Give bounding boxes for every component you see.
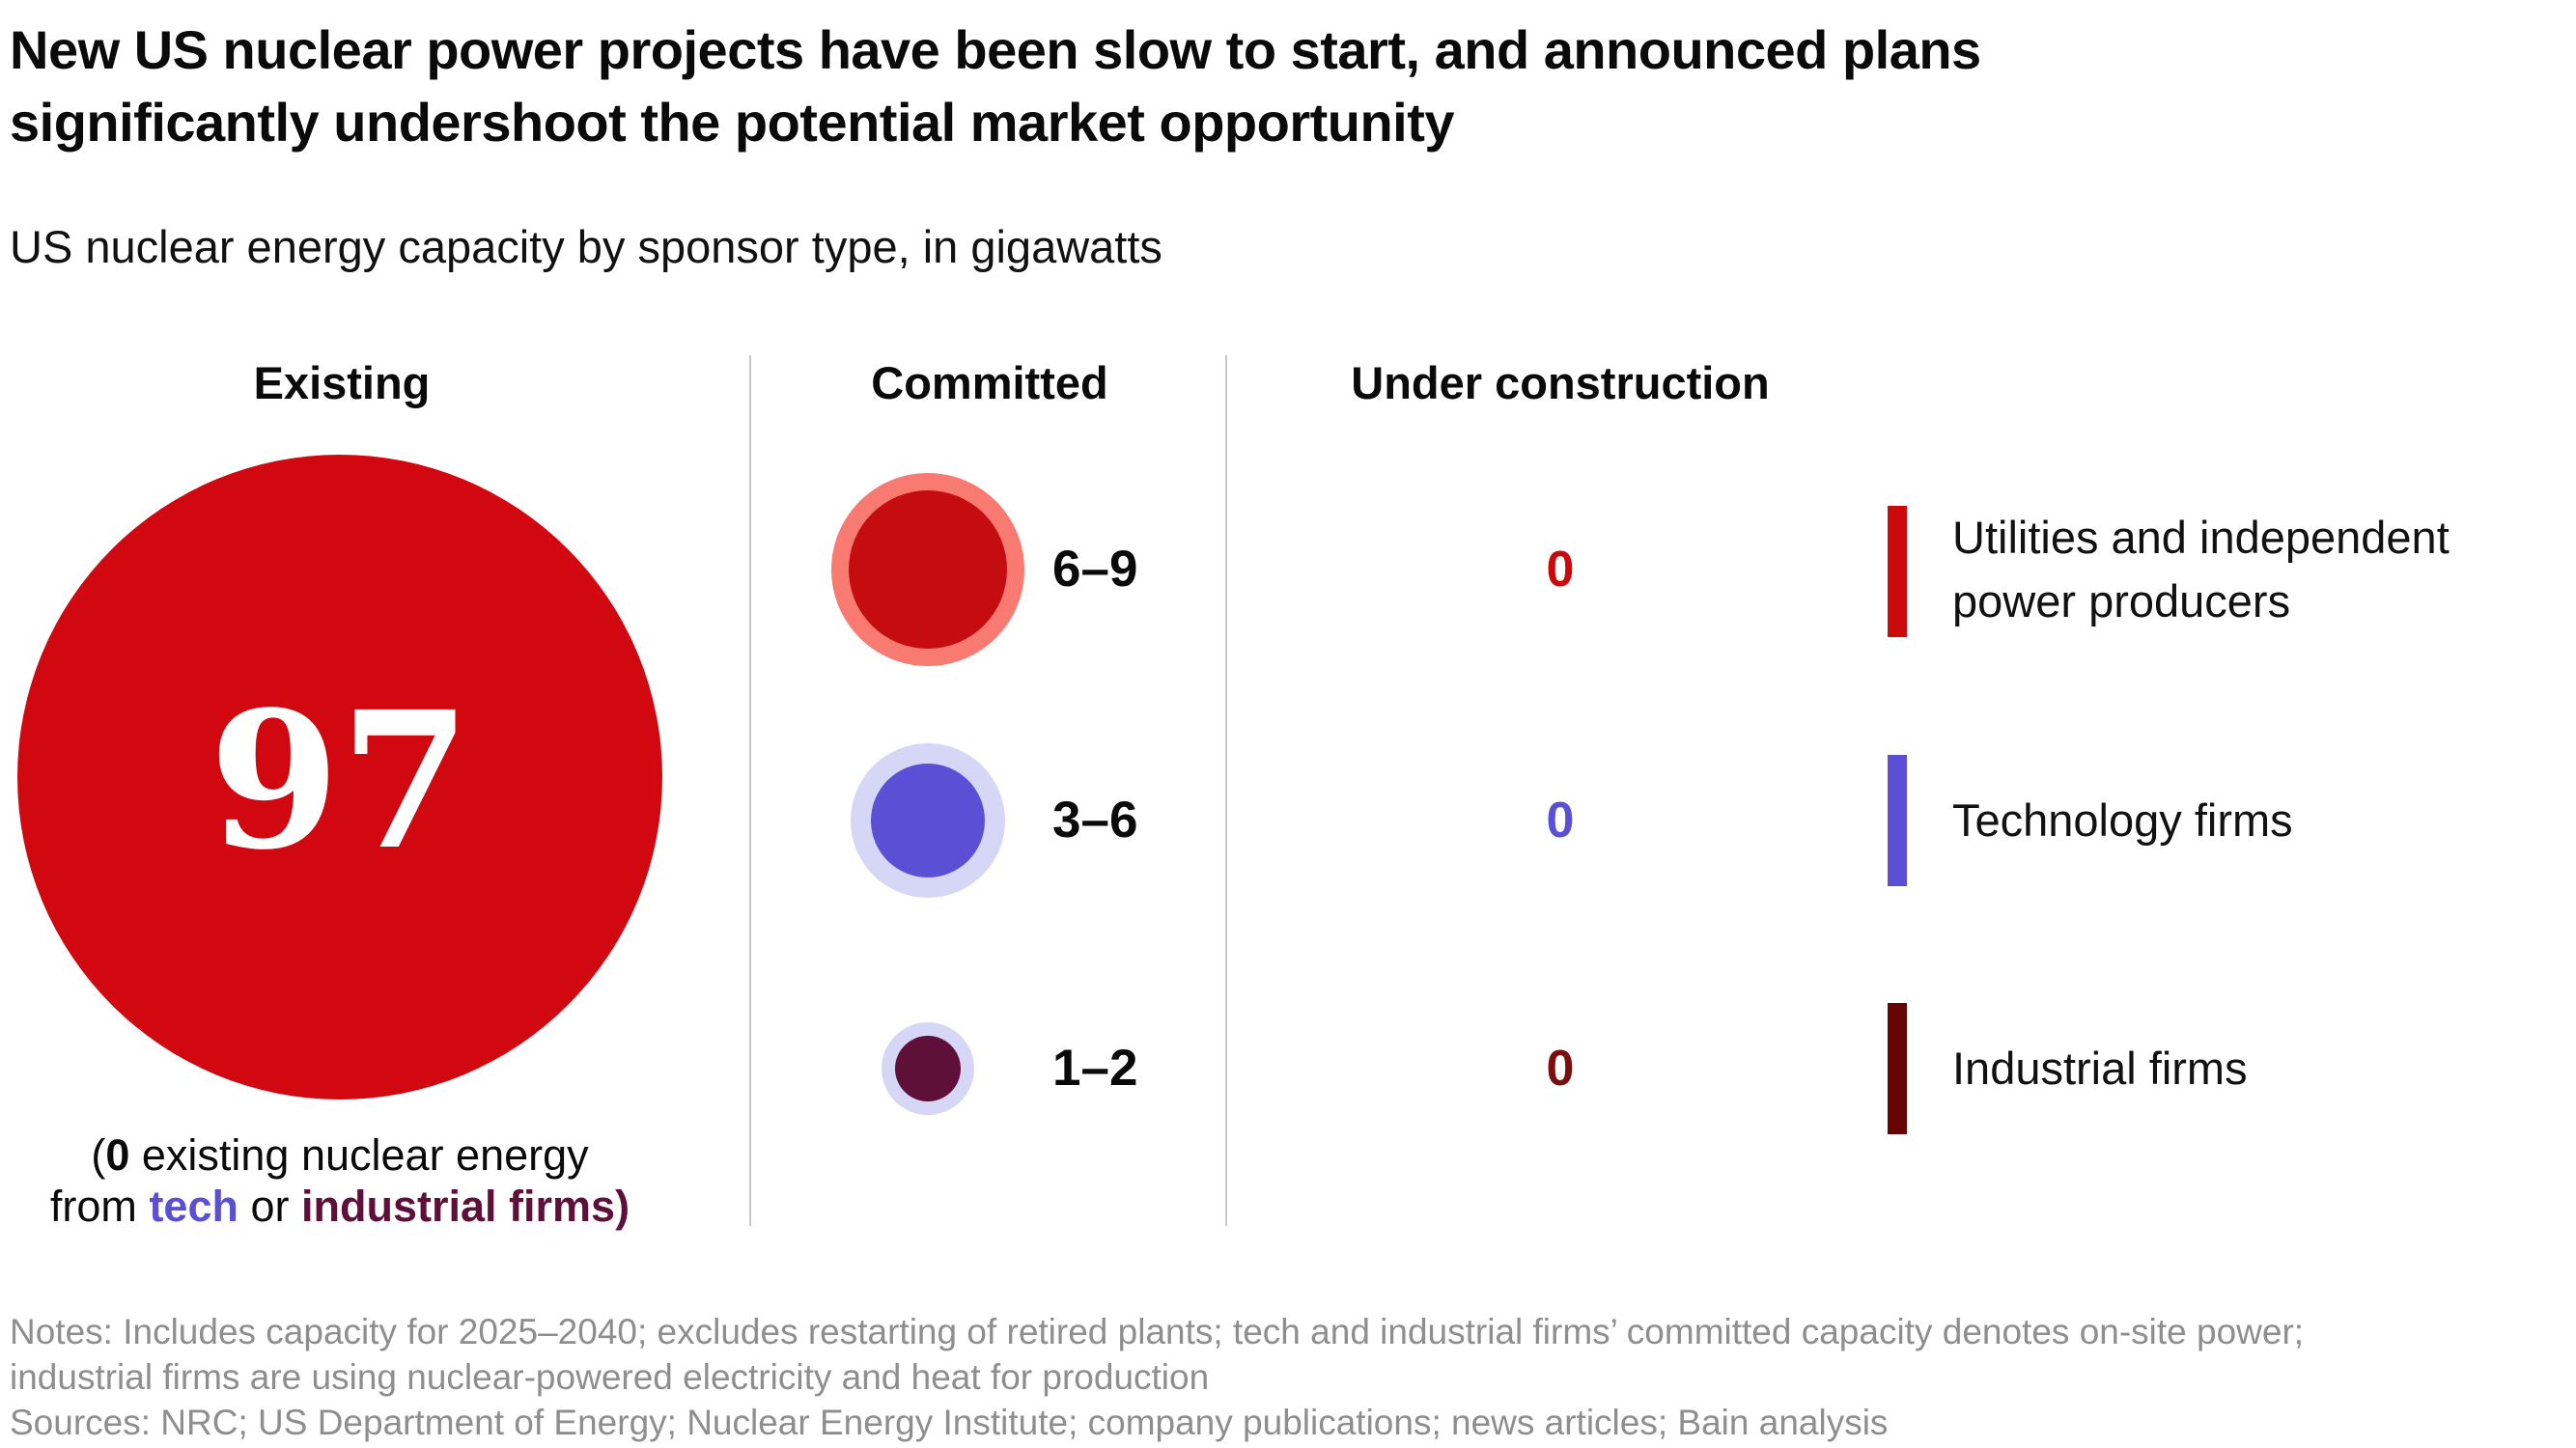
column-header-under-construction: Under construction (1351, 357, 1770, 408)
committed-bubble-industrial-core (895, 1036, 961, 1101)
caption-zero: 0 (105, 1130, 130, 1180)
legend-label-utilities: Utilities and independent power producer… (1952, 512, 2450, 627)
chart-title: New US nuclear power projects have been … (10, 14, 2481, 158)
notes-line2: industrial firms are using nuclear-power… (10, 1357, 1210, 1397)
legend-marker-utilities (1888, 506, 1907, 637)
under-construction-value-industrial: 0 (1546, 1041, 1575, 1097)
committed-value-utilities: 6–9 (1052, 541, 1138, 598)
committed-bubble-industrial (882, 1022, 974, 1115)
chart-subtitle: US nuclear energy capacity by sponsor ty… (10, 221, 1162, 272)
notes-line1: Notes: Includes capacity for 2025–2040; … (10, 1312, 2305, 1351)
existing-caption-line2: from tech or industrial firms) (2, 1181, 678, 1232)
caption-line1-rest: existing nuclear energy (129, 1130, 589, 1180)
existing-caption: (0 existing nuclear energy from tech or … (2, 1129, 678, 1232)
footer-notes: Notes: Includes capacity for 2025–2040; … (10, 1309, 2559, 1445)
legend-marker-industrial (1888, 1003, 1907, 1134)
existing-value: 97 (209, 669, 471, 891)
column-header-existing: Existing (253, 357, 431, 408)
under-construction-value-utilities: 0 (1546, 542, 1575, 598)
legend-label-industrial: Industrial firms (1952, 1043, 2248, 1094)
existing-caption-line1: (0 existing nuclear energy (2, 1129, 678, 1181)
chart-title-line1: New US nuclear power projects have been … (10, 19, 1981, 80)
committed-value-technology: 3–6 (1052, 792, 1138, 849)
committed-bubble-technology-core (871, 764, 985, 877)
column-header-committed: Committed (871, 357, 1108, 408)
caption-from: from (49, 1182, 150, 1231)
committed-bubble-technology (851, 743, 1005, 898)
column-divider (1225, 355, 1227, 1226)
caption-tech: tech (149, 1182, 238, 1231)
under-construction-value-technology: 0 (1546, 793, 1575, 849)
legend-marker-technology (1888, 755, 1907, 886)
legend-label-technology: Technology firms (1952, 794, 2293, 846)
caption-industrial-firms: industrial firms) (301, 1182, 630, 1231)
sources-line: Sources: NRC; US Department of Energy; N… (10, 1403, 1889, 1442)
chart-title-line2: significantly undershoot the potential m… (10, 92, 1455, 153)
committed-bubble-utilities-core (849, 490, 1007, 649)
caption-paren-open: ( (91, 1130, 106, 1180)
committed-value-industrial: 1–2 (1052, 1040, 1138, 1097)
caption-or: or (238, 1182, 301, 1231)
committed-bubble-utilities (831, 473, 1024, 666)
existing-bubble-utilities: 97 (17, 455, 662, 1100)
column-divider (749, 355, 751, 1226)
